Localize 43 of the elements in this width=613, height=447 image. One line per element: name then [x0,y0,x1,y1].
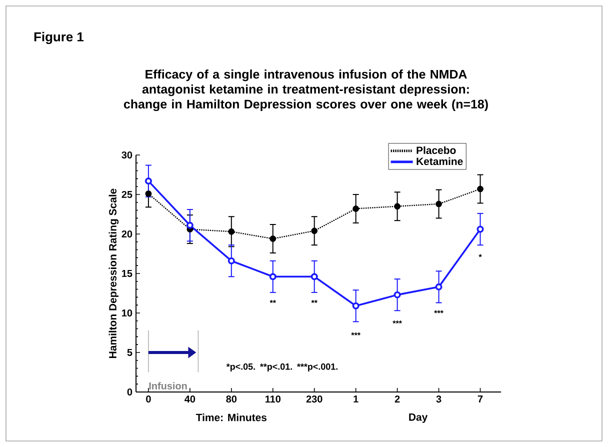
x-tick-label: 1 [354,396,358,402]
annotation: *p<.05. [226,363,255,372]
annotation: ***p<.001. [297,363,338,372]
x-tick-label: 230 [306,396,322,403]
y-tick-label: 15 [122,270,132,277]
chart-title: Efficacy of a single intravenous infusion of the NMDA antagonist ketamine in treatment-resistant depression: change in Hamilton Depression scores over one week (n=18) [124,70,488,112]
x-tick-label: 3 [436,396,442,403]
annotation: **p<.01. [260,363,292,372]
annotation: Infusion [149,382,187,390]
point [310,273,318,280]
point [394,291,401,298]
y-tick-label: 5 [127,349,132,356]
point [476,226,484,233]
x-tick-label: 2 [394,396,400,402]
point [144,178,152,185]
x-tick-label: 7 [478,396,483,402]
point [352,206,360,212]
x-tick-label: 0 [146,396,151,403]
point [270,236,276,242]
x-axis-title: Time: Minutes [196,414,267,422]
point [311,228,318,234]
x-tick-label: 80 [226,396,237,403]
y-tick-label: 25 [122,190,132,198]
point [436,200,442,208]
point [228,257,235,264]
x-tick-label: 40 [184,396,196,403]
point [435,283,442,290]
point [186,222,194,229]
y-tick-label: 10 [122,309,132,317]
point [228,228,235,235]
x-tick-label: 110 [265,396,281,403]
caption: Figure 1 [34,32,84,44]
y-tick-label: 20 [122,230,132,238]
legend-label: Placebo [416,146,456,154]
point [269,273,276,280]
y-axis-title: Hamilton Depression Rating Scale [108,188,119,358]
point [477,186,484,192]
y-tick-label: 30 [122,151,132,159]
text: Day [409,414,428,423]
point [394,203,401,210]
legend-label: Ketamine [416,157,463,166]
y-tick-label: 0 [127,388,132,396]
point [352,302,360,310]
